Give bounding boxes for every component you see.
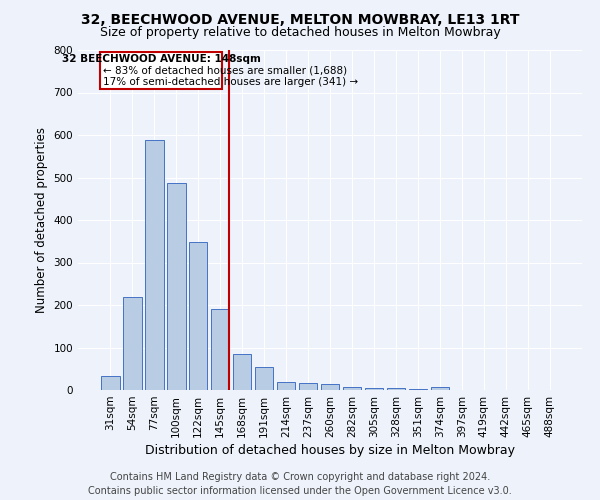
Bar xyxy=(233,354,251,390)
Text: 32 BEECHWOOD AVENUE: 148sqm: 32 BEECHWOOD AVENUE: 148sqm xyxy=(62,54,261,64)
X-axis label: Distribution of detached houses by size in Melton Mowbray: Distribution of detached houses by size … xyxy=(145,444,515,457)
Bar xyxy=(167,182,185,390)
Text: Contains HM Land Registry data © Crown copyright and database right 2024.
Contai: Contains HM Land Registry data © Crown c… xyxy=(88,472,512,496)
Bar xyxy=(409,389,427,390)
Bar xyxy=(365,388,383,390)
Bar xyxy=(431,386,449,390)
Bar xyxy=(277,382,295,390)
Text: ← 83% of detached houses are smaller (1,688): ← 83% of detached houses are smaller (1,… xyxy=(103,66,347,76)
Text: 17% of semi-detached houses are larger (341) →: 17% of semi-detached houses are larger (… xyxy=(103,77,358,87)
Bar xyxy=(320,384,340,390)
Bar xyxy=(299,383,317,390)
Bar xyxy=(101,376,119,390)
Bar xyxy=(189,242,208,390)
Text: 32, BEECHWOOD AVENUE, MELTON MOWBRAY, LE13 1RT: 32, BEECHWOOD AVENUE, MELTON MOWBRAY, LE… xyxy=(81,12,519,26)
Bar xyxy=(123,297,142,390)
Y-axis label: Number of detached properties: Number of detached properties xyxy=(35,127,48,313)
Bar xyxy=(211,309,229,390)
FancyBboxPatch shape xyxy=(100,52,223,89)
Text: Size of property relative to detached houses in Melton Mowbray: Size of property relative to detached ho… xyxy=(100,26,500,39)
Bar xyxy=(145,140,164,390)
Bar xyxy=(386,388,405,390)
Bar xyxy=(343,386,361,390)
Bar xyxy=(255,367,274,390)
